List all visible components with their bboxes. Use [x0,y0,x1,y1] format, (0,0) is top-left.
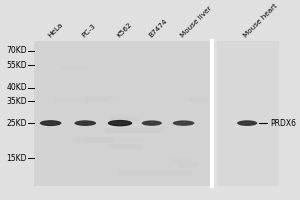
Ellipse shape [240,122,254,124]
Ellipse shape [111,122,129,124]
FancyBboxPatch shape [217,41,279,186]
Text: K562: K562 [116,22,133,39]
Text: 25KD: 25KD [6,119,27,128]
FancyBboxPatch shape [119,171,192,175]
Text: PRDX6: PRDX6 [270,119,296,128]
Text: Mouse liver: Mouse liver [179,5,213,39]
Text: HeLa: HeLa [46,22,64,39]
FancyBboxPatch shape [189,97,208,102]
Ellipse shape [142,120,162,126]
FancyBboxPatch shape [86,95,120,100]
Ellipse shape [108,120,132,126]
FancyBboxPatch shape [110,117,139,122]
FancyBboxPatch shape [105,128,164,133]
FancyBboxPatch shape [108,144,143,149]
FancyBboxPatch shape [73,138,115,142]
FancyBboxPatch shape [61,65,88,70]
Text: Mouse heart: Mouse heart [243,3,279,39]
Text: 35KD: 35KD [6,97,27,106]
FancyBboxPatch shape [170,158,191,163]
Ellipse shape [40,120,62,126]
Ellipse shape [78,122,93,124]
Text: PC-3: PC-3 [81,23,97,39]
Text: 40KD: 40KD [6,83,27,92]
FancyBboxPatch shape [178,163,198,167]
Text: 55KD: 55KD [6,61,27,70]
Ellipse shape [176,122,191,124]
Text: 70KD: 70KD [6,46,27,55]
Ellipse shape [237,120,257,126]
Text: B7474: B7474 [148,18,168,39]
FancyBboxPatch shape [34,41,211,186]
Text: 15KD: 15KD [6,154,27,163]
Ellipse shape [145,122,159,124]
Ellipse shape [173,120,194,126]
Ellipse shape [43,122,58,124]
Ellipse shape [74,120,96,126]
